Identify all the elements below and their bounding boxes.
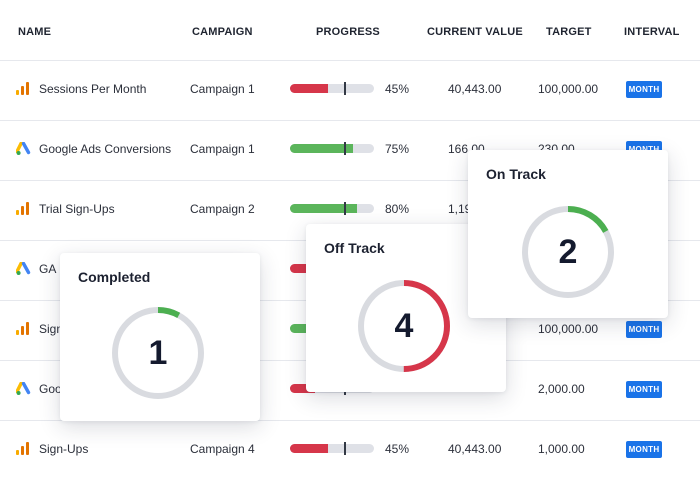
target-value: 100,000.00 xyxy=(538,82,599,96)
off-track-gauge-arc xyxy=(358,280,450,372)
progress-bar-fill xyxy=(290,384,316,393)
interval-button[interactable]: MONTH xyxy=(626,381,662,398)
progress-bar xyxy=(290,202,374,215)
goal-name: Trial Sign-Ups xyxy=(39,202,115,216)
current-value: 40,443.00 xyxy=(448,82,502,96)
column-header-progress[interactable]: PROGRESS xyxy=(316,26,380,38)
completed-gauge: 1 xyxy=(110,305,206,401)
progress-bar xyxy=(290,142,374,155)
analytics-bars-icon xyxy=(16,442,30,455)
progress-bar-fill xyxy=(290,84,328,93)
progress-target-marker xyxy=(344,442,346,455)
analytics-bars-icon xyxy=(16,82,30,95)
current-value: 1,19 xyxy=(448,202,472,216)
progress-percent: 45% xyxy=(385,442,410,456)
off-track-count: 4 xyxy=(394,306,414,345)
on-track-card-title: On Track xyxy=(486,166,546,182)
completed-card: Completed 1 xyxy=(60,253,260,421)
table-row[interactable]: Sessions Per Month Campaign 1 45% 40,443.00… xyxy=(0,60,700,119)
on-track-gauge-arc xyxy=(522,206,614,298)
google-ads-icon xyxy=(16,382,31,395)
progress-percent: 75% xyxy=(385,142,410,156)
goal-name: Sessions Per Month xyxy=(39,82,147,96)
table-row[interactable]: Google Ads Conversions Campaign 1 75% 166.0… xyxy=(0,120,700,179)
progress-bar-fill xyxy=(290,144,353,153)
interval-button[interactable]: MONTH xyxy=(626,81,662,98)
target-value: 100,000.00 xyxy=(538,322,599,336)
off-track-gauge-ring xyxy=(358,280,450,372)
progress-bar-fill xyxy=(290,204,358,213)
target-value: 2,000.00 xyxy=(538,382,585,396)
progress-percent: 45% xyxy=(385,82,410,96)
progress-bar-fill xyxy=(290,444,328,453)
progress-bar-fill xyxy=(290,324,316,333)
google-ads-icon xyxy=(16,262,31,275)
off-track-gauge: 4 xyxy=(356,278,452,374)
table-header: NAME CAMPAIGN PROGRESS CURRENT VALUE TAR… xyxy=(0,0,700,62)
column-header-name[interactable]: NAME xyxy=(18,26,52,38)
interval-button[interactable]: MONTH xyxy=(626,441,662,458)
progress-bar xyxy=(290,82,374,95)
on-track-gauge: 2 xyxy=(520,204,616,300)
completed-gauge-arc xyxy=(112,307,204,399)
column-header-interval[interactable]: INTERVAL xyxy=(624,26,680,38)
interval-button[interactable]: MONTH xyxy=(626,321,662,338)
goal-name: Sign xyxy=(39,322,64,336)
analytics-bars-icon xyxy=(16,322,30,335)
campaign-name: Campaign 2 xyxy=(190,202,255,216)
current-value: 40,443.00 xyxy=(448,442,502,456)
completed-card-title: Completed xyxy=(78,269,151,285)
column-header-current-value[interactable]: CURRENT VALUE xyxy=(427,26,523,38)
progress-bar-fill xyxy=(290,264,316,273)
column-header-campaign[interactable]: CAMPAIGN xyxy=(192,26,253,38)
progress-target-marker xyxy=(344,82,346,95)
off-track-card-title: Off Track xyxy=(324,240,385,256)
goal-name: Google Ads Conversions xyxy=(39,142,172,156)
progress-target-marker xyxy=(344,142,346,155)
target-value: 1,000.00 xyxy=(538,442,585,456)
on-track-card: On Track 2 xyxy=(468,150,668,318)
goal-name: Goo xyxy=(39,382,62,396)
column-header-target[interactable]: TARGET xyxy=(546,26,592,38)
completed-count: 1 xyxy=(148,333,168,372)
on-track-gauge-ring xyxy=(522,206,614,298)
analytics-bars-icon xyxy=(16,202,30,215)
google-ads-icon xyxy=(16,142,31,155)
progress-percent: 80% xyxy=(385,202,410,216)
completed-gauge-ring xyxy=(112,307,204,399)
progress-target-marker xyxy=(344,202,346,215)
progress-bar xyxy=(290,442,374,455)
goal-name: GA xyxy=(39,262,57,276)
goals-table: NAME CAMPAIGN PROGRESS CURRENT VALUE TAR… xyxy=(0,0,700,458)
campaign-name: Campaign 4 xyxy=(190,442,255,456)
goal-name: Sign-Ups xyxy=(39,442,89,456)
on-track-count: 2 xyxy=(558,232,578,271)
campaign-name: Campaign 1 xyxy=(190,82,255,96)
campaign-name: Campaign 1 xyxy=(190,142,255,156)
table-row[interactable]: Sign-Ups Campaign 4 45% 40,443.00 1,000.00 MO… xyxy=(0,420,700,479)
